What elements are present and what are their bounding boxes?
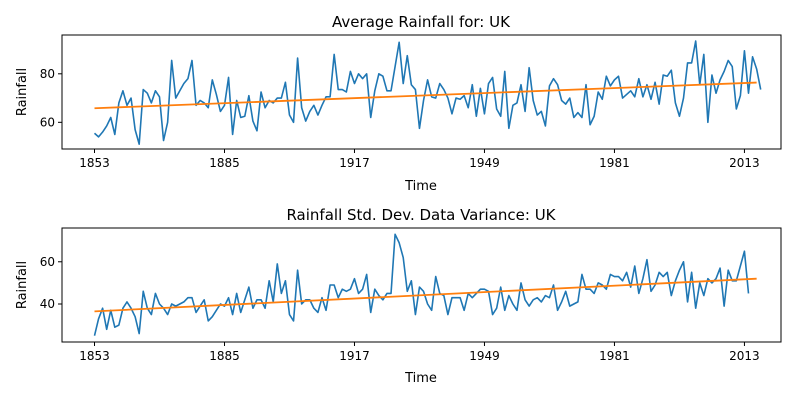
plot-frame xyxy=(61,227,782,343)
x-tick-label: 1917 xyxy=(339,156,370,170)
y-axis-label: Rainfall xyxy=(15,68,30,116)
x-tick-label: 1853 xyxy=(79,156,110,170)
trend-line xyxy=(94,81,757,110)
x-tick-label: 1981 xyxy=(599,349,630,363)
x-tick-label: 2013 xyxy=(729,349,760,363)
y-tick-label: 80 xyxy=(40,67,55,81)
y-tick-label: 60 xyxy=(40,255,55,269)
x-tick-label: 1949 xyxy=(469,156,500,170)
plot-frame xyxy=(61,34,782,150)
x-tick-label: 1853 xyxy=(79,349,110,363)
trend-line xyxy=(94,277,757,313)
x-tick-label: 1949 xyxy=(469,349,500,363)
rainfall-series-line xyxy=(93,233,750,336)
rainfall-stddev-panel: Rainfall Std. Dev. Data Variance: UK Rai… xyxy=(15,206,782,386)
x-axis-label: Time xyxy=(404,179,437,194)
x-tick-label: 1917 xyxy=(339,349,370,363)
x-tick-label: 2013 xyxy=(729,156,760,170)
x-tick-label: 1885 xyxy=(209,349,240,363)
x-axis-label: Time xyxy=(404,371,437,386)
y-tick-label: 60 xyxy=(40,115,55,129)
panel-title: Average Rainfall for: UK xyxy=(332,13,511,31)
x-tick-label: 1981 xyxy=(599,156,630,170)
rainfall-average-panel: Average Rainfall for: UK Rainfall Time 1… xyxy=(15,13,782,194)
x-tick-label: 1885 xyxy=(209,156,240,170)
y-tick-label: 40 xyxy=(40,297,55,311)
panel-title: Rainfall Std. Dev. Data Variance: UK xyxy=(286,206,556,224)
y-axis-label: Rainfall xyxy=(15,261,30,309)
